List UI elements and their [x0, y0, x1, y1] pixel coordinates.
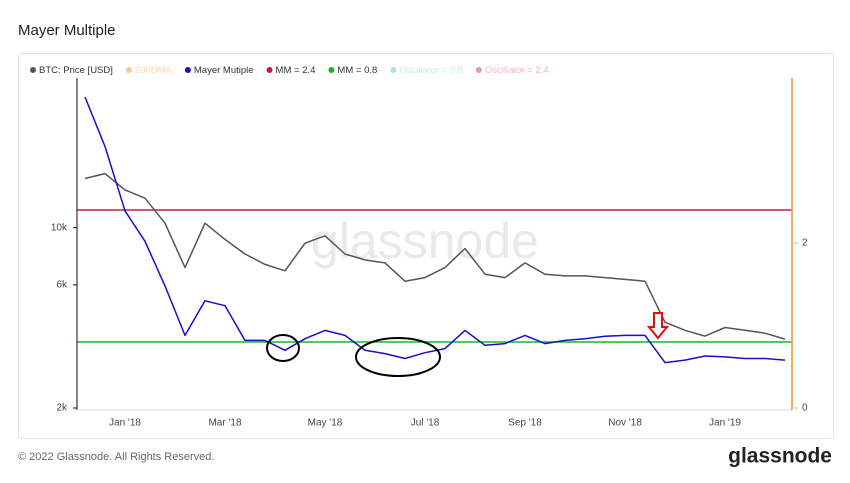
- legend-label: BTC: Price [USD]: [39, 65, 113, 76]
- legend-marker: [30, 67, 36, 73]
- legend: BTC: Price [USD] 200DMA Mayer Mutiple MM = …: [30, 65, 549, 76]
- chart-title: Mayer Multiple: [18, 22, 116, 39]
- x-tick-label: Jan '19: [709, 418, 741, 429]
- legend-marker: [266, 67, 273, 73]
- legend-marker: [475, 67, 482, 73]
- x-tick-label: Mar '18: [208, 418, 241, 429]
- footer-text: © 2022 Glassnode. All Rights Reserved.: [18, 451, 214, 463]
- y-tick-label: 6k: [56, 280, 68, 291]
- legend-marker: [328, 67, 335, 73]
- x-tick-label: May '18: [308, 418, 343, 429]
- annotation-arrow: [646, 312, 670, 340]
- plot-area: 2k 6k 10k 0 2 Jan '18 Mar '18 May '18 Jul '18 Sep…: [51, 96, 808, 429]
- legend-marker: [125, 67, 132, 73]
- legend-label: Oscillator = 0.8: [399, 65, 463, 76]
- series-line: [84, 96, 786, 364]
- legend-label: Mayer Mutiple: [194, 65, 254, 76]
- y2-tick-label: 0: [802, 403, 808, 414]
- chart-frame: [18, 53, 834, 439]
- annotation-circle: [355, 337, 441, 377]
- annotation-circle: [266, 334, 300, 362]
- legend-marker: [390, 67, 397, 73]
- y-tick-label: 2k: [56, 403, 68, 414]
- watermark: glassnode: [311, 213, 539, 269]
- legend-label: MM = 0.8: [337, 65, 377, 76]
- x-tick-label: Sep '18: [508, 418, 542, 429]
- x-tick-label: Jul '18: [411, 418, 440, 429]
- legend-marker: [184, 67, 191, 73]
- brand-logo: glassnode: [728, 445, 832, 468]
- x-tick-label: Jan '18: [109, 418, 141, 429]
- y2-tick-label: 2: [802, 238, 808, 249]
- legend-label: MM = 2.4: [276, 65, 316, 76]
- x-tick-label: Nov '18: [608, 418, 642, 429]
- legend-label: Oscillator = 2.4: [485, 65, 549, 76]
- legend-label: 200DMA: [135, 65, 173, 76]
- series-line: [84, 172, 786, 340]
- y-tick-label: 10k: [51, 222, 68, 233]
